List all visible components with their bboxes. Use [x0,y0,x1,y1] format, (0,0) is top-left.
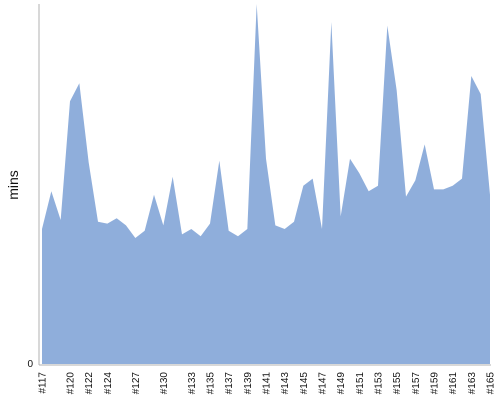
x-tick-label: #139 [243,372,254,395]
x-tick-label: #149 [336,372,347,395]
x-tick-label: #161 [448,372,459,395]
plot-area [42,4,490,364]
x-tick-label: #127 [131,372,142,395]
x-tick-label: #163 [467,372,478,395]
x-axis-ticks: #117 #120 #122 #124 #127 #130 #133 #135 #137 #139… [38,372,497,395]
x-tick-label: #165 [486,372,497,395]
x-tick-label: #145 [299,372,310,395]
area-series [42,4,490,364]
y-axis-label: mins [5,170,21,200]
x-tick-label: #157 [411,372,422,395]
x-tick-label: #137 [224,372,235,395]
x-tick-label: #122 [84,372,95,395]
x-tick-label: #143 [280,372,291,395]
x-tick-label: #141 [262,372,273,395]
x-tick-label: #155 [392,372,403,395]
x-tick-label: #124 [103,372,114,395]
x-tick-label: #130 [159,372,170,395]
y-axis-ticks: 0 [27,359,33,370]
x-tick-label: #135 [206,372,217,395]
x-tick-label: #151 [355,372,366,395]
x-tick-label: #117 [38,372,49,394]
x-tick-label: #153 [374,372,385,395]
x-tick-label: #147 [318,372,329,395]
x-tick-label: #159 [430,372,441,395]
x-tick-label: #133 [187,372,198,395]
x-tick-label: #120 [66,372,77,395]
y-tick-label: 0 [27,359,33,370]
